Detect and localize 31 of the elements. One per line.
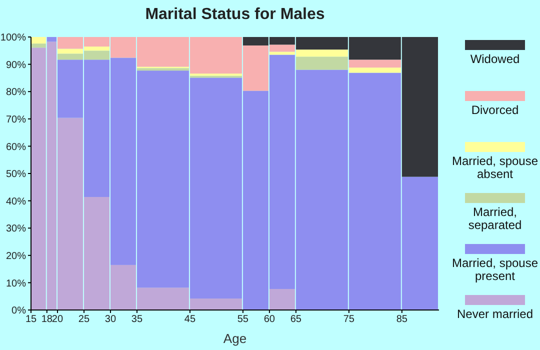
x-tick-label: 65 bbox=[290, 314, 302, 326]
y-tick-label: 40% bbox=[6, 196, 26, 208]
y-tick-label: 0% bbox=[12, 306, 26, 317]
x-tick-label: 35 bbox=[131, 314, 143, 326]
legend-label: Married, spouse present bbox=[450, 256, 540, 283]
chart-title: Marital Status for Males bbox=[144, 6, 326, 24]
y-tick-label: 30% bbox=[6, 224, 26, 235]
y-tick-label: 100% bbox=[0, 32, 26, 44]
legend-label: Never married bbox=[456, 307, 534, 321]
legend-label: Married, spouse absent bbox=[450, 154, 540, 181]
x-tick-label: 55 bbox=[237, 314, 249, 326]
x-tick-label: 60 bbox=[264, 314, 276, 326]
y-tick-label: 70% bbox=[6, 114, 26, 126]
y-tick-label: 50% bbox=[6, 169, 26, 180]
x-axis-title: Age bbox=[223, 331, 247, 346]
x-tick-label: 25 bbox=[78, 314, 90, 326]
x-tick-label: 20 bbox=[52, 314, 64, 326]
legend-label: Divorced bbox=[471, 103, 519, 117]
x-tick-label: 18 bbox=[41, 314, 53, 326]
legend-label: Married, separated bbox=[467, 205, 523, 232]
y-tick-label: 60% bbox=[6, 142, 26, 153]
y-tick-label: 80% bbox=[6, 87, 26, 98]
x-tick-label: 85 bbox=[396, 314, 408, 326]
legend-label: Widowed bbox=[470, 52, 520, 66]
x-tick-label: 30 bbox=[104, 314, 116, 326]
x-tick-label: 15 bbox=[25, 314, 37, 326]
y-tick-label: 10% bbox=[6, 278, 26, 290]
y-tick-label: 20% bbox=[6, 250, 26, 262]
x-tick-label: 45 bbox=[184, 314, 196, 326]
x-tick-label: 75 bbox=[343, 314, 355, 326]
y-tick-label: 90% bbox=[6, 60, 26, 71]
